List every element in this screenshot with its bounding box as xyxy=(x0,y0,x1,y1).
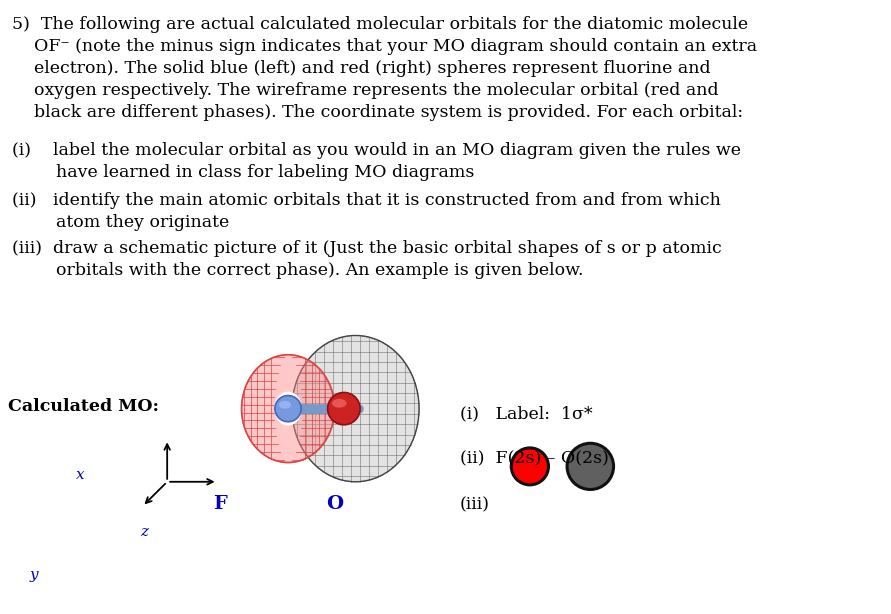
Text: Calculated MO:: Calculated MO: xyxy=(8,398,159,415)
Circle shape xyxy=(567,443,614,489)
Text: atom they originate: atom they originate xyxy=(12,214,229,231)
Text: (iii)  draw a schematic picture of it (Just the basic orbital shapes of s or p a: (iii) draw a schematic picture of it (Ju… xyxy=(12,240,722,257)
Ellipse shape xyxy=(279,401,290,409)
Text: black are different phases). The coordinate system is provided. For each orbital: black are different phases). The coordin… xyxy=(12,104,743,121)
Text: 5)  The following are actual calculated molecular orbitals for the diatomic mole: 5) The following are actual calculated m… xyxy=(12,16,748,33)
Text: (i)    label the molecular orbital as you would in an MO diagram given the rules: (i) label the molecular orbital as you w… xyxy=(12,142,741,159)
Text: (i)   Label:  1σ*: (i) Label: 1σ* xyxy=(460,405,593,422)
Text: orbitals with the correct phase). An example is given below.: orbitals with the correct phase). An exa… xyxy=(12,262,584,279)
Text: x: x xyxy=(76,468,85,482)
Text: (ii)   identify the main atomic orbitals that it is constructed from and from wh: (ii) identify the main atomic orbitals t… xyxy=(12,192,721,209)
Circle shape xyxy=(275,395,301,422)
Ellipse shape xyxy=(274,392,302,426)
Text: F: F xyxy=(213,495,227,513)
Text: have learned in class for labeling MO diagrams: have learned in class for labeling MO di… xyxy=(12,164,474,181)
Circle shape xyxy=(328,392,360,425)
Ellipse shape xyxy=(332,399,347,408)
Text: electron). The solid blue (left) and red (right) spheres represent fluorine and: electron). The solid blue (left) and red… xyxy=(12,60,711,77)
Text: OF⁻ (note the minus sign indicates that your MO diagram should contain an extra: OF⁻ (note the minus sign indicates that … xyxy=(12,38,757,55)
Ellipse shape xyxy=(292,335,419,482)
Text: oxygen respectively. The wireframe represents the molecular orbital (red and: oxygen respectively. The wireframe repre… xyxy=(12,82,719,99)
Text: y: y xyxy=(30,568,38,582)
Circle shape xyxy=(511,448,549,485)
Text: (iii): (iii) xyxy=(460,496,490,513)
Ellipse shape xyxy=(241,355,335,462)
Text: O: O xyxy=(326,495,344,513)
Text: z: z xyxy=(140,525,148,539)
Text: (ii)  F(2s) – O(2s): (ii) F(2s) – O(2s) xyxy=(460,450,609,467)
